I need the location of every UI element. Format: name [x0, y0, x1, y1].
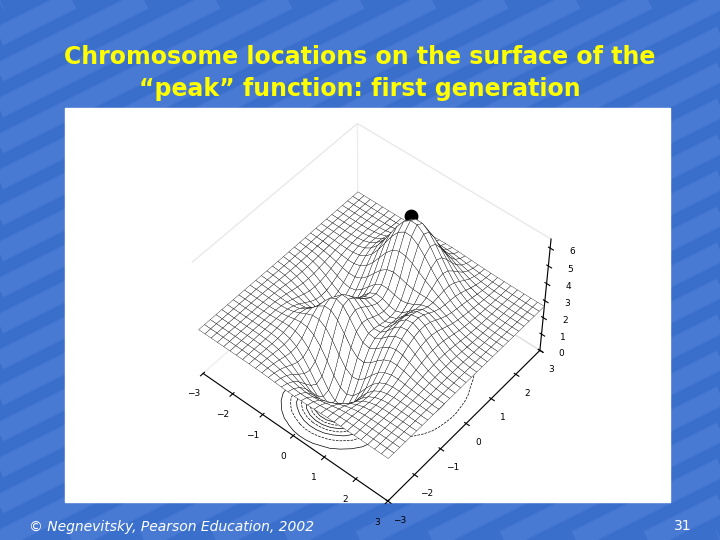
- Text: “peak” function: first generation: “peak” function: first generation: [139, 77, 581, 101]
- Text: 31: 31: [674, 519, 691, 534]
- Text: Chromosome locations on the surface of the: Chromosome locations on the surface of t…: [64, 45, 656, 69]
- Text: © Negnevitsky, Pearson Education, 2002: © Negnevitsky, Pearson Education, 2002: [29, 519, 314, 534]
